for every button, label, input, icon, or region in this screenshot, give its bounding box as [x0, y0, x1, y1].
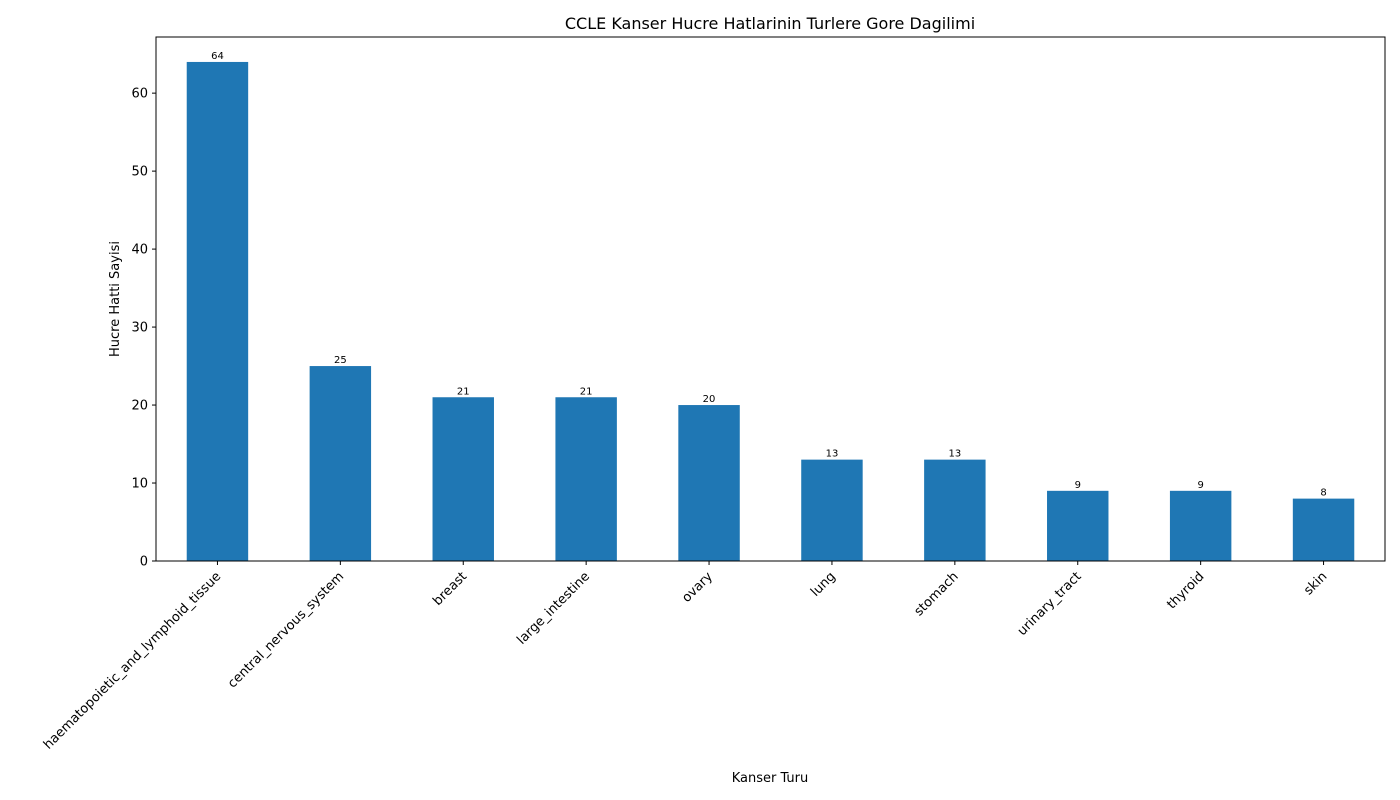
data-label: 13 [948, 449, 961, 460]
data-labels-group: 64 25 21 21 20 13 13 9 9 8 [211, 51, 1327, 499]
data-label: 25 [334, 355, 347, 366]
x-tick-label: ovary [679, 569, 716, 606]
y-axis-label: Hucre Hatti Sayisi [108, 241, 123, 357]
data-label: 13 [826, 449, 839, 460]
y-tick-label: 10 [131, 477, 148, 492]
bar-large-intestine [555, 397, 617, 561]
x-axis-label: Kanser Turu [732, 771, 809, 786]
bar-thyroid [1169, 490, 1232, 561]
bar-lung [801, 459, 863, 561]
y-tick-label: 60 [131, 87, 148, 102]
bar-breast [432, 397, 494, 561]
x-tick-label: urinary_tract [1015, 569, 1085, 639]
data-label: 21 [457, 386, 470, 397]
bars-group [186, 61, 1355, 561]
x-tick-label: thyroid [1164, 569, 1207, 612]
y-tick-label: 20 [131, 399, 148, 414]
bar-stomach [924, 459, 986, 561]
y-tick-label: 30 [131, 321, 148, 336]
data-label: 64 [211, 51, 224, 62]
bar-central-nervous-system [309, 366, 372, 561]
x-tick-label: haematopoietic_and_lymphoid_tissue [41, 569, 224, 752]
x-tick-label: large_intestine [514, 569, 593, 648]
data-label: 21 [580, 386, 593, 397]
x-tick-label: stomach [912, 569, 962, 619]
chart-title: CCLE Kanser Hucre Hatlarinin Turlere Gor… [565, 14, 975, 33]
x-tick-label: skin [1301, 569, 1330, 598]
bar-haematopoietic-and-lymphoid-tissue [186, 61, 249, 561]
x-tick-label: breast [430, 569, 470, 609]
data-label: 8 [1320, 488, 1326, 499]
bar-skin [1292, 498, 1355, 561]
data-label: 20 [703, 394, 716, 405]
x-axis-ticks: haematopoietic_and_lymphoid_tissue centra… [41, 561, 1330, 753]
bar-ovary [678, 405, 740, 561]
y-tick-label: 50 [131, 165, 148, 180]
x-tick-label: lung [808, 569, 839, 600]
data-label: 9 [1075, 480, 1081, 491]
plot-frame [155, 36, 1386, 562]
y-axis-ticks: 0 10 20 30 40 50 60 [131, 87, 156, 570]
data-label: 9 [1197, 480, 1203, 491]
x-tick-label: central_nervous_system [225, 569, 347, 691]
y-tick-label: 0 [140, 555, 148, 570]
y-tick-label: 40 [131, 243, 148, 258]
bar-urinary-tract [1047, 490, 1109, 561]
